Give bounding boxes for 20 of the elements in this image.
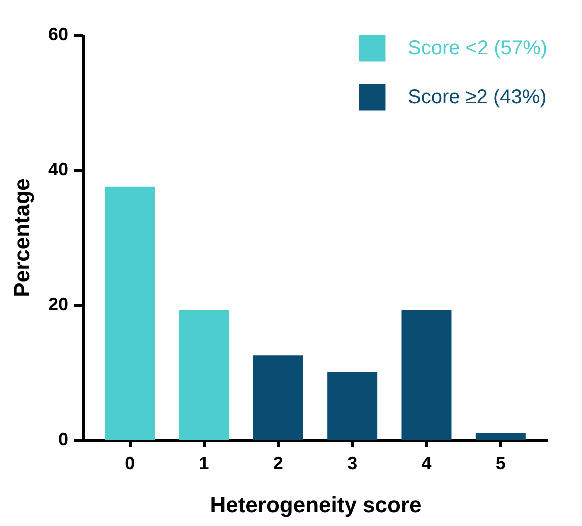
x-tick-label: 2 <box>273 454 284 474</box>
legend-label: Score ≥2 (43%) <box>408 86 547 108</box>
x-tick-label: 5 <box>496 454 506 474</box>
legend-label: Score <2 (57%) <box>408 38 548 60</box>
bar <box>253 356 304 440</box>
y-tick-label: 0 <box>58 430 68 450</box>
y-tick-label: 20 <box>48 294 68 314</box>
x-axis-title: Heterogeneity score <box>210 492 422 518</box>
bar <box>179 310 230 440</box>
x-tick-label: 3 <box>348 454 358 474</box>
bar <box>328 372 378 440</box>
x-tick-label: 0 <box>125 454 136 474</box>
bar <box>105 186 156 440</box>
bar <box>402 310 452 440</box>
bar <box>476 433 526 440</box>
y-tick-label: 40 <box>48 160 68 180</box>
y-axis-title: Percentage <box>9 178 34 298</box>
y-tick-label: 60 <box>48 24 68 44</box>
x-tick-label: 1 <box>199 454 210 474</box>
x-tick-label: 4 <box>422 454 432 474</box>
